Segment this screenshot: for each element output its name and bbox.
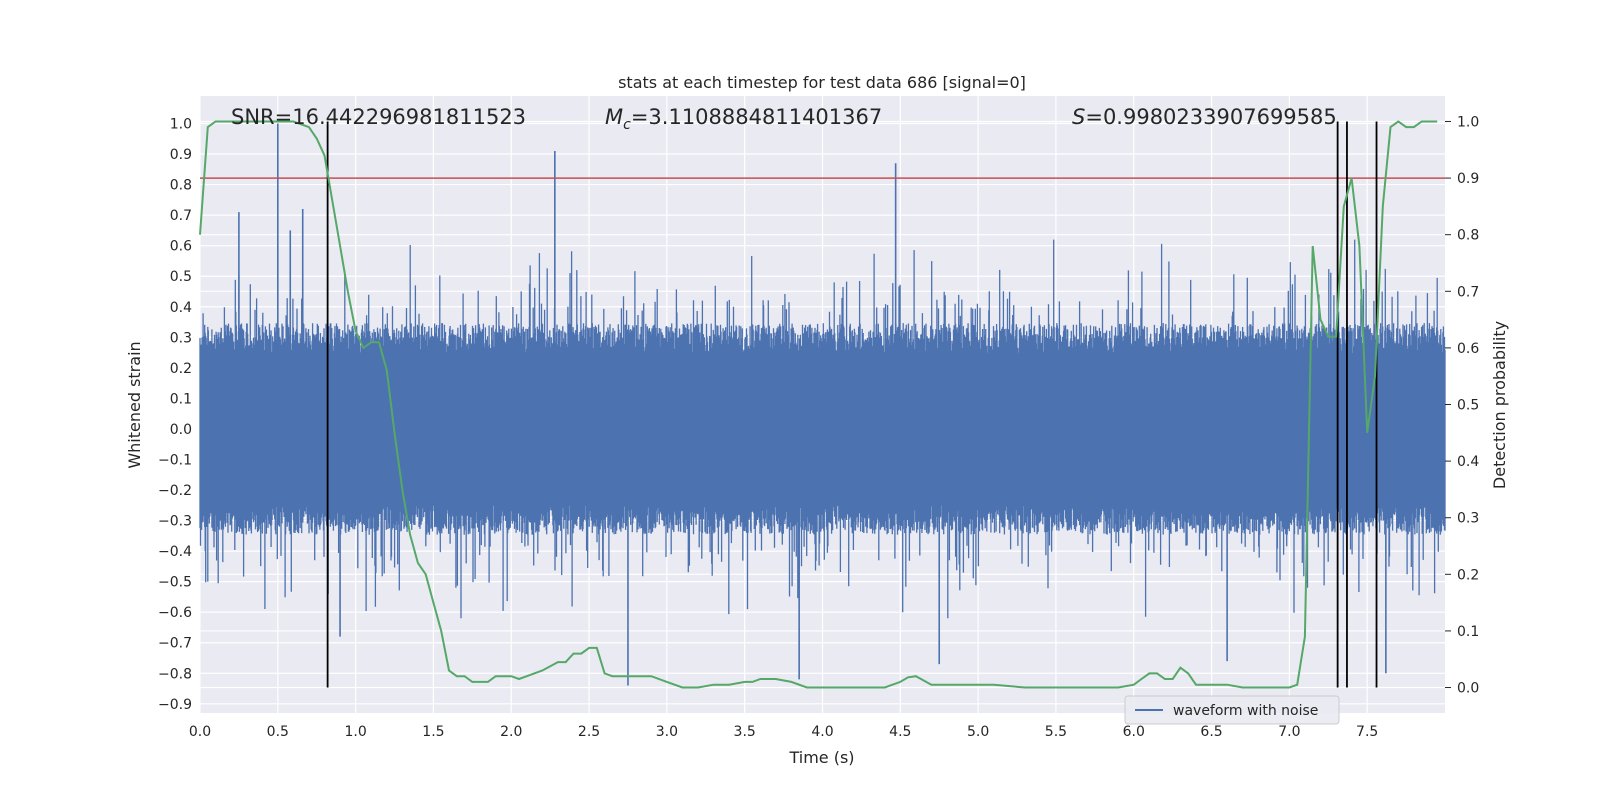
score-value: =0.9980233907699585	[1085, 105, 1336, 129]
snr-annotation: SNR=16.442296981811523	[231, 105, 526, 129]
y2-tick-label: 0.5	[1457, 398, 1479, 414]
y2-tick-label: 0.0	[1457, 681, 1479, 697]
y2-tick-label: 0.3	[1457, 511, 1479, 527]
x-tick-label: 3.5	[734, 724, 756, 740]
y-tick-label: −0.7	[158, 636, 192, 652]
x-tick-label: 6.0	[1123, 724, 1145, 740]
x-tick-label: 7.0	[1278, 724, 1300, 740]
y-tick-label: 0.1	[170, 391, 192, 407]
y2-tick-label: 1.0	[1457, 114, 1479, 130]
x-tick-label: 7.5	[1356, 724, 1378, 740]
y-tick-label: −0.2	[158, 483, 192, 499]
y-tick-label: 0.6	[170, 239, 192, 255]
x-tick-label: 6.5	[1200, 724, 1222, 740]
y2-tick-label: 0.9	[1457, 171, 1479, 187]
y-tick-label: −0.5	[158, 575, 192, 591]
y2-axis-label: Detection probability	[1490, 321, 1509, 489]
score-annotation: S=0.9980233907699585	[1072, 105, 1337, 129]
y2-tick-label: 0.2	[1457, 567, 1479, 583]
x-tick-label: 2.0	[500, 724, 522, 740]
y2-tick-label: 0.4	[1457, 454, 1479, 470]
y-tick-label: −0.1	[158, 452, 192, 468]
chirp-mass-annotation: Mc=3.1108884811401367	[605, 105, 882, 133]
waveform-series	[199, 123, 1446, 686]
y2-tick-label: 0.8	[1457, 228, 1479, 244]
x-tick-label: 4.0	[811, 724, 833, 740]
x-tick-label: 0.0	[189, 724, 211, 740]
y-tick-label: 0.3	[170, 330, 192, 346]
chirp-mass-subscript: c	[623, 117, 631, 133]
y-tick-label: −0.6	[158, 605, 192, 621]
y-tick-label: 0.9	[170, 147, 192, 163]
y-tick-labels: 1.0 0.9 0.8 0.7 0.6 0.5 0.4 0.3 0.2 0.1 0.0 −0.1 −0.…	[158, 116, 192, 712]
x-tick-label: 1.5	[422, 724, 444, 740]
y-tick-label: −0.4	[158, 544, 192, 560]
legend-label: waveform with noise	[1173, 703, 1318, 719]
y-tick-label: −0.8	[158, 666, 192, 682]
y-tick-label: 0.0	[170, 422, 192, 438]
y-tick-label: 1.0	[170, 116, 192, 132]
y-tick-label: −0.3	[158, 514, 192, 530]
legend: waveform with noise	[1124, 695, 1340, 725]
x-tick-label: 4.5	[889, 724, 911, 740]
y2-tick-labels: 1.0 0.9 0.8 0.7 0.6 0.5 0.4 0.3 0.2 0.1 0.0	[1445, 114, 1479, 697]
y2-tick-label: 0.1	[1457, 624, 1479, 640]
y-tick-label: −0.9	[158, 697, 192, 713]
y-tick-label: 0.4	[170, 300, 192, 316]
marker-lines	[326, 121, 1378, 688]
chirp-mass-symbol: M	[605, 105, 623, 129]
x-tick-label: 5.5	[1045, 724, 1067, 740]
waveform-noise-trace	[199, 239, 1446, 619]
chart-title: stats at each timestep for test data 686…	[618, 73, 1026, 92]
x-tick-label: 5.0	[967, 724, 989, 740]
y-tick-label: 0.7	[170, 208, 192, 224]
x-tick-labels: 0.0 0.5 1.0 1.5 2.0 2.5 3.0 3.5 4.0 4.5 5.0 5.5 6.0 6…	[189, 724, 1378, 740]
score-symbol: S	[1072, 105, 1085, 129]
x-tick-label: 0.5	[267, 724, 289, 740]
y-tick-label: 0.8	[170, 178, 192, 194]
x-tick-label: 2.5	[578, 724, 600, 740]
detection-probability-line	[199, 120, 1438, 689]
y-axis-label: Whitened strain	[125, 341, 144, 468]
legend-box	[1124, 695, 1340, 725]
y2-tick-label: 0.6	[1457, 341, 1479, 357]
x-tick-label: 3.0	[656, 724, 678, 740]
y-tick-label: 0.2	[170, 361, 192, 377]
y2-tick-label: 0.7	[1457, 284, 1479, 300]
chirp-mass-value: =3.1108884811401367	[631, 105, 882, 129]
x-axis-label: Time (s)	[788, 748, 854, 767]
x-tick-label: 1.0	[344, 724, 366, 740]
y-tick-label: 0.5	[170, 269, 192, 285]
